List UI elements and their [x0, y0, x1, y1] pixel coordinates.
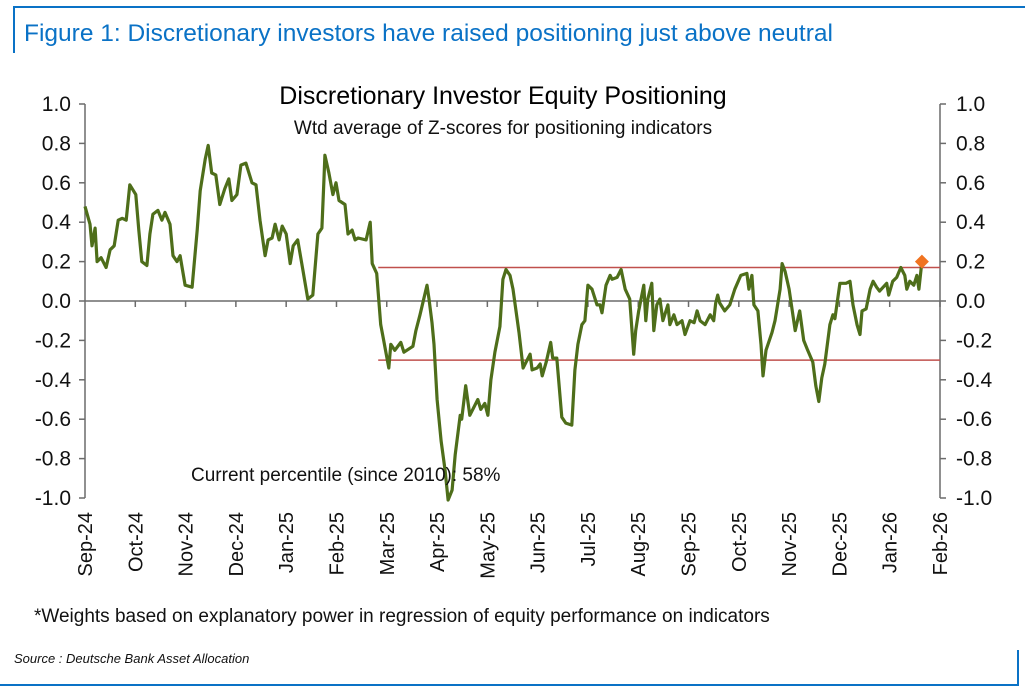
x-tick-label: Feb-26 [930, 512, 952, 575]
x-tick-label: Oct-24 [125, 512, 147, 572]
x-tick-label: Mar-25 [377, 512, 399, 575]
x-tick-label: Jan-26 [880, 512, 902, 573]
x-tick-label: Feb-25 [326, 512, 348, 575]
y-tick-label-left: 1.0 [42, 93, 71, 116]
y-tick-label-right: 0.4 [956, 211, 986, 234]
frame-right-line [1017, 650, 1019, 686]
y-tick-label-left: -1.0 [35, 487, 71, 510]
y-tick-label-right: 0.2 [956, 251, 985, 274]
x-tick-label: Dec-25 [829, 512, 851, 576]
y-tick-label-right: 1.0 [956, 93, 985, 116]
y-tick-label-left: -0.2 [35, 329, 71, 352]
y-tick-label-right: 0.0 [956, 290, 985, 313]
y-tick-label-right: -0.8 [956, 448, 992, 471]
y-tick-label-right: -1.0 [956, 487, 992, 510]
x-tick-label: Jul-25 [578, 512, 600, 566]
y-tick-label-left: -0.6 [35, 408, 71, 431]
x-tick-label: Jun-25 [528, 512, 550, 573]
x-tick-label: Dec-24 [226, 512, 248, 576]
x-tick-label: Apr-25 [427, 512, 449, 572]
x-tick-label: Sep-24 [75, 512, 97, 577]
x-tick-label: Nov-24 [176, 512, 198, 576]
y-tick-label-right: -0.2 [956, 329, 992, 352]
source-note: Source : Deutsche Bank Asset Allocation [14, 651, 250, 666]
frame-top-line [13, 6, 1025, 8]
y-tick-label-left: 0.2 [42, 251, 71, 274]
y-tick-label-right: 0.8 [956, 132, 985, 155]
x-tick-label: May-25 [477, 512, 499, 579]
frame-bottom-line [0, 684, 1019, 686]
y-tick-label-left: -0.8 [35, 448, 71, 471]
y-tick-label-left: -0.4 [35, 369, 72, 392]
x-tick-label: Sep-25 [679, 512, 701, 577]
y-tick-label-left: 0.0 [42, 290, 71, 313]
figure-title: Figure 1: Discretionary investors have r… [24, 20, 833, 47]
positioning-series-line [83, 143, 924, 502]
footnote: *Weights based on explanatory power in r… [34, 606, 770, 627]
y-tick-label-left: 0.4 [42, 211, 72, 234]
chart-subtitle: Wtd average of Z-scores for positioning … [294, 118, 712, 139]
y-tick-label-right: -0.4 [956, 369, 993, 392]
y-tick-label-right: 0.6 [956, 172, 985, 195]
x-tick-label: Jan-25 [276, 512, 298, 573]
percentile-annotation: Current percentile (since 2010): 58% [191, 465, 501, 486]
frame-left-line [13, 6, 15, 53]
y-tick-label-left: 0.6 [42, 172, 71, 195]
latest-value-marker [914, 254, 929, 269]
x-tick-label: Nov-25 [779, 512, 801, 576]
x-tick-label: Aug-25 [628, 512, 650, 577]
y-tick-label-left: 0.8 [42, 132, 71, 155]
y-tick-label-right: -0.6 [956, 408, 992, 431]
x-tick-label: Oct-25 [729, 512, 751, 572]
chart-title: Discretionary Investor Equity Positionin… [279, 82, 726, 110]
